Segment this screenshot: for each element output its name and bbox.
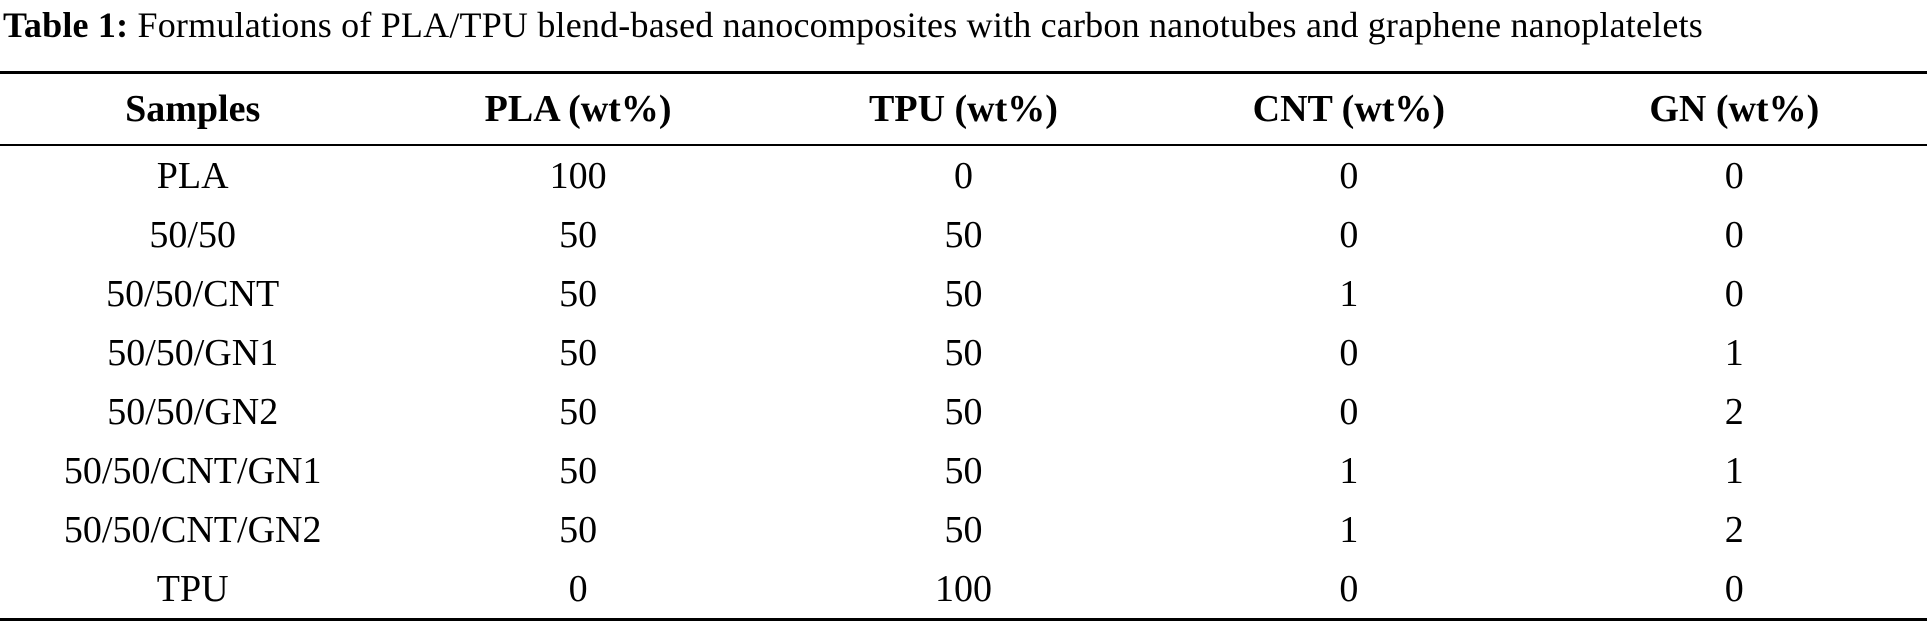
sample-name-cell: 50/50/GN1 bbox=[107, 331, 279, 374]
table-row: 50/50/CNT 50 50 1 0 bbox=[0, 264, 1927, 323]
value-cell: 0 bbox=[1724, 213, 1744, 256]
value-cell: 50 bbox=[944, 213, 983, 256]
table-caption: Table 1: Formulations of PLA/TPU blend-b… bbox=[0, 0, 1927, 48]
table-caption-text: Formulations of PLA/TPU blend-based nano… bbox=[137, 5, 1703, 45]
value-cell: 50 bbox=[944, 449, 983, 492]
column-header: TPU (wt%) bbox=[869, 88, 1058, 130]
value-cell: 50 bbox=[559, 272, 598, 315]
column-header: GN (wt%) bbox=[1649, 88, 1820, 130]
value-cell: 50 bbox=[559, 213, 598, 256]
value-cell: 50 bbox=[559, 449, 598, 492]
value-cell: 0 bbox=[1724, 567, 1744, 610]
value-cell: 50 bbox=[944, 331, 983, 374]
table-row: 50/50/CNT/GN1 50 50 1 1 bbox=[0, 441, 1927, 500]
table-row: 50/50/CNT/GN2 50 50 1 2 bbox=[0, 500, 1927, 559]
table-row: 50/50/GN2 50 50 0 2 bbox=[0, 382, 1927, 441]
formulations-table: Samples PLA (wt%) TPU (wt%) CNT (wt%) GN (wt… bbox=[0, 71, 1927, 621]
value-cell: 0 bbox=[1339, 213, 1359, 256]
value-cell: 50 bbox=[559, 331, 598, 374]
value-cell: 0 bbox=[1724, 154, 1744, 197]
sample-name-cell: 50/50/CNT/GN2 bbox=[63, 508, 322, 551]
value-cell: 0 bbox=[1339, 390, 1359, 433]
sample-name-cell: TPU bbox=[156, 567, 229, 610]
value-cell: 1 bbox=[1724, 449, 1744, 492]
value-cell: 1 bbox=[1339, 449, 1359, 492]
value-cell: 1 bbox=[1339, 272, 1359, 315]
value-cell: 50 bbox=[944, 390, 983, 433]
table-row: TPU 0 100 0 0 bbox=[0, 559, 1927, 620]
value-cell: 50 bbox=[944, 272, 983, 315]
table-body: PLA 100 0 0 0 50/50 50 50 0 0 50/50/CNT 50 50 1 0 50/50… bbox=[0, 145, 1927, 620]
table-head: Samples PLA (wt%) TPU (wt%) CNT (wt%) GN (wt… bbox=[0, 73, 1927, 145]
value-cell: 0 bbox=[1339, 567, 1359, 610]
sample-name-cell: PLA bbox=[156, 154, 229, 197]
column-header: Samples bbox=[125, 88, 261, 130]
table-row: 50/50 50 50 0 0 bbox=[0, 205, 1927, 264]
value-cell: 1 bbox=[1339, 508, 1359, 551]
sample-name-cell: 50/50/CNT bbox=[106, 272, 280, 315]
value-cell: 50 bbox=[559, 508, 598, 551]
sample-name-cell: 50/50/CNT/GN1 bbox=[63, 449, 322, 492]
table-header-row: Samples PLA (wt%) TPU (wt%) CNT (wt%) GN (wt… bbox=[0, 73, 1927, 145]
value-cell: 0 bbox=[1339, 154, 1359, 197]
column-header: CNT (wt%) bbox=[1252, 88, 1446, 130]
value-cell: 1 bbox=[1724, 331, 1744, 374]
table-row: 50/50/GN1 50 50 0 1 bbox=[0, 323, 1927, 382]
value-cell: 50 bbox=[559, 390, 598, 433]
column-header: PLA (wt%) bbox=[484, 88, 672, 130]
table-row: PLA 100 0 0 0 bbox=[0, 145, 1927, 205]
value-cell: 2 bbox=[1724, 390, 1744, 433]
value-cell: 0 bbox=[1339, 331, 1359, 374]
sample-name-cell: 50/50 bbox=[149, 213, 236, 256]
value-cell: 0 bbox=[1724, 272, 1744, 315]
value-cell: 0 bbox=[568, 567, 588, 610]
value-cell: 2 bbox=[1724, 508, 1744, 551]
value-cell: 100 bbox=[549, 154, 607, 197]
value-cell: 50 bbox=[944, 508, 983, 551]
table-caption-label: Table 1: bbox=[3, 5, 129, 45]
value-cell: 0 bbox=[953, 154, 973, 197]
value-cell: 100 bbox=[934, 567, 992, 610]
sample-name-cell: 50/50/GN2 bbox=[107, 390, 279, 433]
